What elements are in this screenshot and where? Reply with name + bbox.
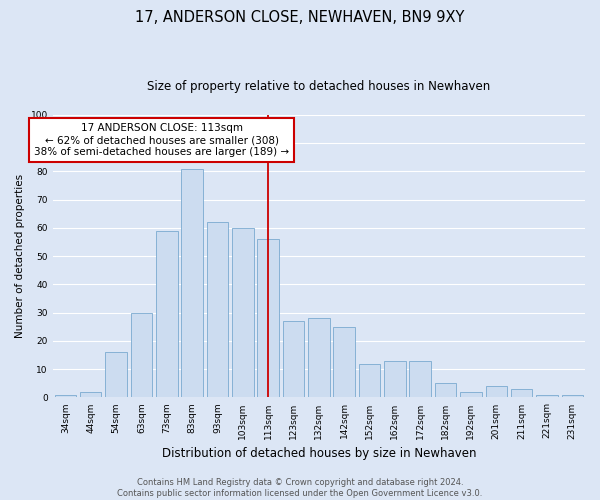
Bar — [562, 394, 583, 398]
Bar — [409, 360, 431, 398]
Bar — [384, 360, 406, 398]
Bar — [308, 318, 329, 398]
Bar — [232, 228, 254, 398]
Bar — [485, 386, 507, 398]
Bar — [206, 222, 228, 398]
Title: Size of property relative to detached houses in Newhaven: Size of property relative to detached ho… — [147, 80, 490, 93]
Bar — [181, 168, 203, 398]
Bar — [460, 392, 482, 398]
Bar — [105, 352, 127, 398]
Bar — [131, 312, 152, 398]
Bar — [536, 394, 558, 398]
Text: Contains HM Land Registry data © Crown copyright and database right 2024.
Contai: Contains HM Land Registry data © Crown c… — [118, 478, 482, 498]
Bar — [156, 231, 178, 398]
Y-axis label: Number of detached properties: Number of detached properties — [15, 174, 25, 338]
Bar — [283, 321, 304, 398]
Bar — [359, 364, 380, 398]
Bar — [334, 327, 355, 398]
Text: 17, ANDERSON CLOSE, NEWHAVEN, BN9 9XY: 17, ANDERSON CLOSE, NEWHAVEN, BN9 9XY — [136, 10, 464, 25]
Bar — [55, 394, 76, 398]
X-axis label: Distribution of detached houses by size in Newhaven: Distribution of detached houses by size … — [161, 447, 476, 460]
Text: 17 ANDERSON CLOSE: 113sqm
← 62% of detached houses are smaller (308)
38% of semi: 17 ANDERSON CLOSE: 113sqm ← 62% of detac… — [34, 124, 289, 156]
Bar — [257, 240, 279, 398]
Bar — [80, 392, 101, 398]
Bar — [435, 384, 457, 398]
Bar — [511, 389, 532, 398]
